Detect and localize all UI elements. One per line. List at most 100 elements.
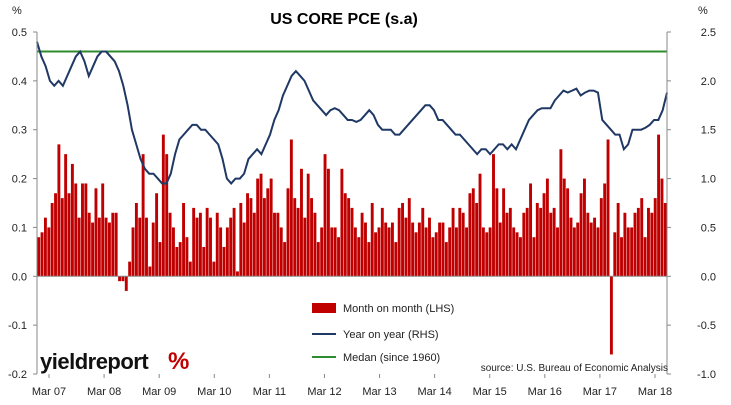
bar-mom [545, 178, 549, 277]
bar-mom [74, 183, 78, 277]
right-tick-label: 1.5 [701, 125, 716, 137]
bar-mom [414, 232, 418, 277]
bar-mom [377, 227, 381, 277]
bar-mom [576, 222, 580, 277]
x-tick-label: Mar 17 [583, 386, 617, 398]
bar-mom [121, 276, 125, 282]
bar-mom [246, 193, 250, 277]
bar-mom [286, 188, 290, 277]
bar-mom [54, 193, 57, 277]
bar-mom [441, 222, 445, 277]
legend: Month on month (LHS) Year on year (RHS) … [312, 303, 454, 364]
bar-mom [289, 139, 293, 277]
bar-mom [394, 242, 398, 277]
bar-mom [70, 163, 74, 277]
bar-mom [77, 217, 81, 277]
bar-mom [454, 227, 458, 277]
bar-mom [417, 222, 421, 277]
bar-mom [488, 227, 492, 277]
bar-mom [343, 193, 347, 277]
bar-mom [559, 149, 563, 277]
bar-mom [495, 188, 499, 277]
bar-mom [67, 193, 71, 277]
bar-mom [485, 232, 489, 277]
bar-mom [360, 212, 364, 277]
bar-mom [428, 217, 431, 277]
right-tick-label: 1.0 [701, 174, 716, 186]
x-tick-label: Mar 14 [417, 386, 451, 398]
bar-mom [508, 207, 512, 277]
axes: -0.2 -0.1 0.0 0.1 0.2 0.3 0.4 0.5 -1.0 -0.5 0.0 0.5… [8, 27, 716, 398]
bar-mom [141, 154, 145, 277]
bar-mom [57, 144, 61, 277]
bar-mom [448, 227, 452, 277]
right-tick-label: 0.5 [701, 222, 716, 234]
bar-mom [370, 203, 374, 277]
bar-mom [512, 227, 516, 277]
bar-mom [640, 198, 644, 277]
bar-mom [252, 212, 256, 277]
left-tick-label: 0.0 [12, 271, 27, 283]
bar-mom [552, 207, 556, 277]
yieldreport-logo: yieldreport % [40, 348, 189, 375]
bar-mom [458, 207, 462, 277]
x-tick-label: Mar 15 [473, 386, 507, 398]
bar-mom [303, 217, 307, 277]
bar-mom [215, 212, 219, 277]
bar-mom [586, 212, 590, 277]
bar-mom [515, 232, 519, 277]
bar-mom [468, 193, 472, 277]
bar-mom [269, 178, 273, 277]
bar-mom [192, 207, 196, 277]
bar-mom [337, 237, 340, 277]
bar-mom [320, 227, 324, 277]
bar-mom [397, 207, 401, 277]
left-tick-label: -0.1 [8, 320, 27, 332]
bar-mom [421, 207, 425, 277]
bar-mom [178, 242, 182, 277]
bar-mom [232, 207, 236, 277]
left-tick-label: 0.4 [12, 76, 27, 88]
bar-mom [623, 212, 627, 277]
right-tick-label: 2.0 [701, 76, 716, 88]
bar-mom [316, 242, 320, 277]
bar-mom [367, 242, 371, 277]
bar-mom [293, 198, 297, 277]
bar-mom [461, 212, 465, 277]
bar-mom [279, 227, 283, 277]
x-tick-label: Mar 07 [32, 386, 66, 398]
bar-mom [620, 237, 623, 277]
bar-mom [390, 222, 394, 277]
bar-mom [296, 207, 300, 277]
x-tick-label: Mar 16 [528, 386, 562, 398]
bar-mom [330, 227, 334, 277]
bar-mom [424, 227, 428, 277]
bar-mom [107, 222, 111, 277]
bar-mom [549, 212, 553, 277]
bar-mom [431, 237, 435, 277]
bar-mom [104, 217, 108, 277]
bar-mom [306, 173, 310, 277]
bar-mom [326, 168, 330, 277]
bar-mom [626, 227, 630, 277]
bar-mom [313, 212, 317, 277]
logo-wordmark: yieldreport [40, 349, 149, 374]
bar-mom [572, 227, 576, 277]
bar-mom [87, 212, 91, 277]
bar-mom [643, 237, 647, 277]
bar-mom [411, 222, 415, 277]
bar-mom [43, 217, 47, 277]
bar-mom [212, 261, 216, 277]
bar-mom [401, 203, 404, 277]
bar-mom [182, 203, 185, 277]
left-tick-label: -0.2 [8, 369, 27, 381]
left-tick-label: 0.1 [12, 222, 27, 234]
bar-mom [444, 242, 448, 277]
bar-mom [50, 203, 54, 277]
bar-mom [205, 207, 209, 277]
bar-mom [273, 212, 276, 277]
bar-mom [168, 212, 172, 277]
bar-mom [222, 246, 226, 277]
